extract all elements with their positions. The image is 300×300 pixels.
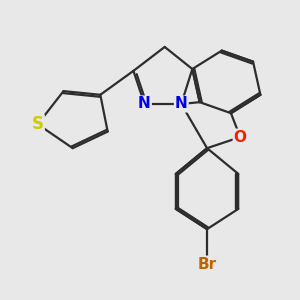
Text: S: S [32,115,44,133]
Text: O: O [234,130,247,145]
Text: N: N [138,97,151,112]
Text: Br: Br [197,256,217,272]
Text: N: N [175,97,188,112]
